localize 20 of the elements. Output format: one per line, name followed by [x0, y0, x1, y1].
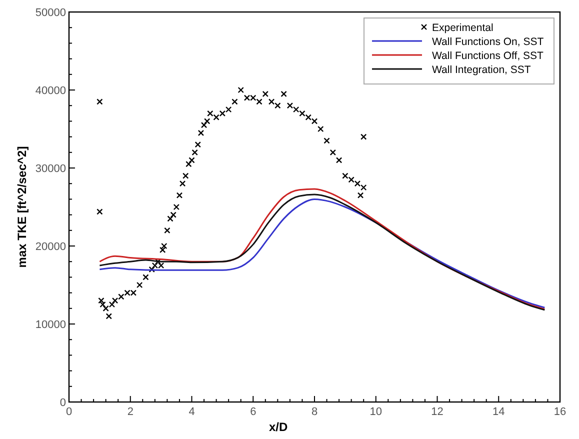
legend-label: Wall Functions On, SST	[432, 36, 544, 48]
y-tick-label: 0	[60, 397, 66, 409]
x-tick-label: 12	[431, 406, 444, 418]
y-tick-label: 10000	[35, 319, 66, 331]
y-tick-label: 50000	[35, 7, 66, 19]
legend-label: Experimental	[432, 22, 494, 34]
x-tick-label: 8	[311, 406, 318, 418]
y-axis-title: max TKE [ft^2/sec^2]	[15, 146, 29, 268]
x-tick-label: 4	[188, 406, 195, 418]
legend-label: Wall Integration, SST	[432, 64, 532, 76]
x-tick-label: 2	[127, 406, 134, 418]
y-tick-label: 30000	[35, 163, 66, 175]
x-tick-label: 16	[554, 406, 566, 418]
x-tick-label: 14	[492, 406, 505, 418]
x-axis-title: x/D	[269, 420, 288, 434]
legend-label: Wall Functions Off, SST	[432, 50, 544, 62]
x-tick-label: 6	[250, 406, 256, 418]
y-tick-label: 20000	[35, 241, 66, 253]
x-tick-label: 10	[370, 406, 382, 418]
y-tick-label: 40000	[35, 85, 66, 97]
